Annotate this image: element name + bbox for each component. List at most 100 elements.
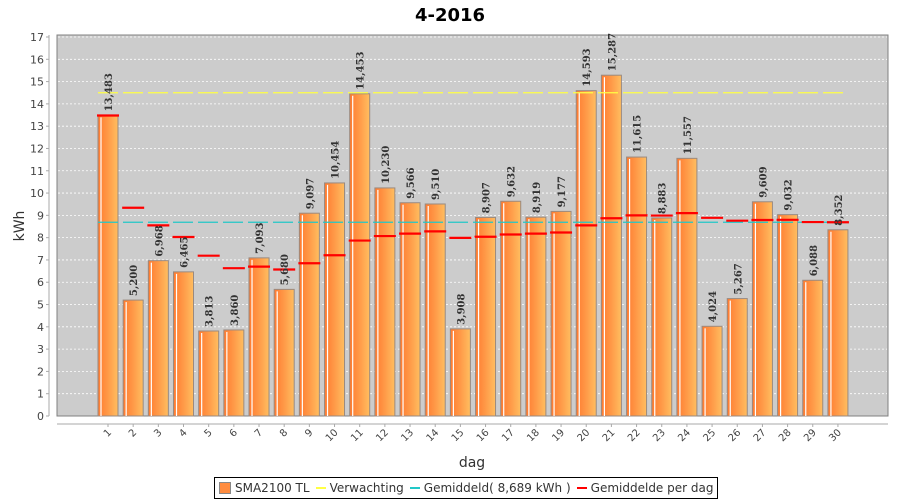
y-tick-label: 14 bbox=[30, 98, 44, 111]
y-tick-label: 1 bbox=[37, 388, 44, 401]
bar bbox=[600, 74, 622, 417]
bar bbox=[248, 257, 270, 417]
bar-value-label: 9,032 bbox=[784, 179, 795, 210]
bar bbox=[575, 90, 597, 417]
bar-value-label: 13,483 bbox=[104, 73, 115, 111]
bar-value-label: 9,566 bbox=[406, 167, 417, 198]
bar bbox=[500, 200, 522, 417]
bar-value-label: 10,454 bbox=[331, 141, 342, 179]
x-tick-label: 3 bbox=[152, 427, 164, 439]
bar-value-label: 11,557 bbox=[683, 116, 694, 154]
bar-value-label: 11,615 bbox=[633, 115, 644, 153]
x-tick-label: 27 bbox=[752, 427, 769, 444]
bar-value-label: 7,093 bbox=[255, 223, 266, 254]
legend-label: SMA2100 TL bbox=[235, 481, 310, 495]
bar bbox=[550, 210, 572, 417]
x-tick-label: 6 bbox=[228, 427, 240, 439]
y-tick-label: 8 bbox=[37, 232, 44, 245]
bar bbox=[173, 271, 195, 417]
bar bbox=[324, 182, 346, 417]
y-tick-label: 17 bbox=[30, 31, 44, 44]
bar-value-label: 9,177 bbox=[557, 176, 568, 207]
bar bbox=[374, 187, 396, 417]
x-tick-label: 25 bbox=[701, 427, 718, 444]
bar-value-label: 8,883 bbox=[658, 183, 669, 214]
chart-title: 4-2016 bbox=[415, 5, 485, 26]
y-tick-label: 15 bbox=[30, 76, 44, 89]
bar-value-label: 10,230 bbox=[381, 146, 392, 184]
x-tick-label: 11 bbox=[349, 427, 366, 444]
bar bbox=[349, 93, 371, 417]
x-axis-label: dag bbox=[459, 455, 485, 471]
x-tick-label: 26 bbox=[727, 427, 744, 444]
y-axis-label: kWh bbox=[12, 211, 28, 242]
plot-area bbox=[56, 34, 889, 417]
legend-swatch-average bbox=[409, 487, 420, 489]
x-tick-label: 5 bbox=[203, 427, 215, 439]
legend-item-bar: SMA2100 TL bbox=[219, 481, 310, 495]
bar-value-label: 3,860 bbox=[230, 295, 241, 326]
bar-value-label: 8,352 bbox=[834, 194, 845, 225]
bar bbox=[777, 214, 799, 417]
bar bbox=[651, 217, 673, 417]
bar-value-label: 3,813 bbox=[205, 296, 216, 327]
bar bbox=[475, 216, 497, 417]
y-tick-label: 4 bbox=[37, 321, 44, 334]
bar bbox=[827, 229, 849, 417]
legend-item-expected: Verwachting bbox=[315, 481, 404, 495]
bar bbox=[802, 279, 824, 417]
x-tick-label: 14 bbox=[425, 427, 442, 444]
bar-value-label: 8,919 bbox=[532, 182, 543, 213]
y-tick-label: 13 bbox=[30, 120, 44, 133]
legend-label: Gemiddelde per dag bbox=[590, 481, 714, 495]
bar-value-label: 9,510 bbox=[431, 169, 442, 200]
legend-swatch-expected bbox=[315, 487, 326, 489]
x-tick-label: 23 bbox=[651, 427, 668, 444]
bar-value-label: 8,907 bbox=[482, 182, 493, 213]
bar bbox=[424, 203, 446, 417]
x-tick-label: 29 bbox=[802, 427, 819, 444]
y-tick-label: 3 bbox=[37, 343, 44, 356]
legend-swatch-bar bbox=[219, 482, 231, 494]
bar-value-label: 14,593 bbox=[582, 48, 593, 86]
y-tick-label: 0 bbox=[37, 410, 44, 423]
x-tick-label: 15 bbox=[450, 427, 467, 444]
y-tick-label: 9 bbox=[37, 209, 44, 222]
x-tick-label: 28 bbox=[777, 427, 794, 444]
bar bbox=[147, 260, 169, 417]
x-tick-label: 21 bbox=[601, 427, 618, 444]
legend-label: Verwachting bbox=[329, 481, 404, 495]
x-tick-label: 19 bbox=[550, 427, 567, 444]
x-tick-label: 22 bbox=[626, 427, 643, 444]
x-tick-label: 7 bbox=[253, 427, 265, 439]
y-tick-label: 7 bbox=[37, 254, 44, 267]
x-tick-label: 17 bbox=[500, 427, 517, 444]
bar-value-label: 9,097 bbox=[305, 178, 316, 209]
y-tick-label: 16 bbox=[30, 53, 44, 66]
bar-value-label: 5,680 bbox=[280, 254, 291, 285]
legend: SMA2100 TL Verwachting Gemiddeld( 8,689 … bbox=[214, 477, 719, 499]
bar bbox=[701, 325, 723, 417]
bar-value-label: 5,200 bbox=[129, 265, 140, 296]
legend-label: Gemiddeld( 8,689 kWh ) bbox=[423, 481, 571, 495]
x-tick-label: 2 bbox=[127, 427, 139, 439]
legend-item-daily-average: Gemiddelde per dag bbox=[576, 481, 714, 495]
bar bbox=[525, 216, 547, 417]
bar-value-label: 5,267 bbox=[733, 263, 744, 294]
bar bbox=[449, 328, 471, 417]
x-tick-label: 10 bbox=[324, 427, 341, 444]
bar-value-label: 15,287 bbox=[607, 33, 618, 71]
bar-value-label: 4,024 bbox=[708, 291, 719, 322]
y-tick-label: 10 bbox=[30, 187, 44, 200]
x-tick-label: 12 bbox=[374, 427, 391, 444]
x-tick-label: 1 bbox=[102, 427, 114, 439]
y-tick-label: 11 bbox=[30, 165, 44, 178]
x-tick-label: 18 bbox=[525, 427, 542, 444]
legend-swatch-daily-average bbox=[576, 487, 587, 489]
y-tick-label: 6 bbox=[37, 276, 44, 289]
bar-value-label: 6,465 bbox=[180, 237, 191, 268]
y-tick-label: 5 bbox=[37, 299, 44, 312]
bar bbox=[223, 329, 245, 417]
bar-value-label: 3,908 bbox=[456, 294, 467, 325]
x-tick-label: 20 bbox=[576, 427, 593, 444]
